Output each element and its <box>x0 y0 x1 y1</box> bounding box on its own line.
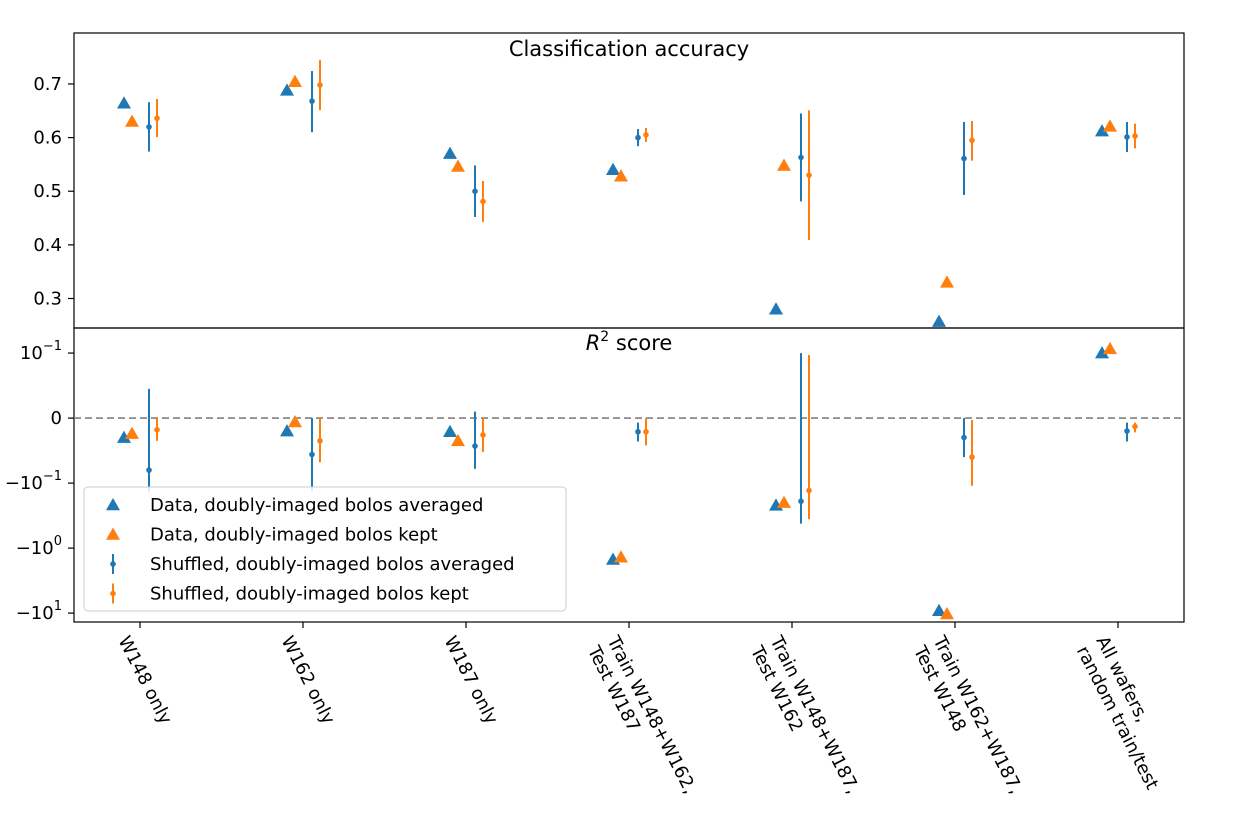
r2-triangle-marker <box>280 424 294 437</box>
r2-triangle-marker <box>288 414 302 428</box>
accuracy-shuffled-point <box>309 98 315 104</box>
r2-y-axis: −101 −100 −10−1 0 10−1 <box>5 339 74 624</box>
r2-y-tick-label: −10−1 <box>5 469 62 494</box>
accuracy-shuffled-point <box>961 155 967 162</box>
r2-panel-title: R2 score <box>586 329 673 355</box>
x-tick-label-line: W148 only <box>114 633 176 728</box>
r2-y-tick-label: −101 <box>16 599 62 624</box>
accuracy-shuffled-point <box>480 198 486 205</box>
x-tick-label: Train W148+W162,Test W187 <box>582 632 700 797</box>
r2-shuffled-point <box>1124 428 1130 434</box>
r2-shuffled-point <box>961 434 967 441</box>
r2-shuffled-point <box>969 454 975 460</box>
accuracy-triangle-marker <box>940 275 954 288</box>
accuracy-triangle-marker <box>932 314 946 327</box>
r2-triangle-marker <box>777 495 791 508</box>
accuracy-marks <box>117 59 1138 327</box>
accuracy-triangle-marker <box>769 302 783 315</box>
accuracy-triangle-marker <box>117 96 131 109</box>
accuracy-shuffled-point <box>635 134 641 141</box>
r2-y-tick-label: 0 <box>51 408 62 429</box>
r2-shuffled-point <box>635 428 641 435</box>
legend-point-icon <box>110 561 116 567</box>
accuracy-y-tick-label: 0.6 <box>33 128 62 149</box>
accuracy-triangle-marker <box>614 169 628 182</box>
accuracy-shuffled-point <box>154 115 160 122</box>
accuracy-triangle-marker <box>606 162 620 176</box>
x-tick-label: W148 only <box>114 633 176 728</box>
r2-shuffled-point <box>480 432 486 438</box>
r2-triangle-marker <box>125 426 139 439</box>
x-tick-label: All wafers,random train/test <box>1072 633 1162 793</box>
accuracy-shuffled-point <box>1124 134 1130 140</box>
r2-shuffled-point <box>806 487 812 494</box>
r2-triangle-marker <box>1103 341 1117 355</box>
accuracy-shuffled-point <box>1132 133 1138 139</box>
x-tick-label: W187 only <box>440 633 502 728</box>
accuracy-shuffled-point <box>798 154 804 161</box>
legend-triangle-icon <box>106 498 120 511</box>
r2-marks <box>117 341 1138 620</box>
accuracy-shuffled-point <box>806 172 812 178</box>
accuracy-y-tick-label: 0.3 <box>33 289 62 310</box>
r2-shuffled-point <box>1132 423 1138 430</box>
accuracy-triangle-marker <box>451 159 465 172</box>
accuracy-shuffled-point <box>969 137 975 144</box>
r2-shuffled-point <box>154 426 160 433</box>
accuracy-panel: Classification accuracy 0.3 0.4 0.5 0.6 0.7 <box>33 32 1185 329</box>
accuracy-triangle-marker <box>280 83 294 96</box>
accuracy-triangle-marker <box>777 158 791 171</box>
legend-box <box>83 486 567 612</box>
accuracy-y-tick-label: 0.5 <box>33 181 62 202</box>
accuracy-y-tick-label: 0.7 <box>33 74 62 95</box>
accuracy-plot-frame <box>73 32 1185 329</box>
legend-entry-label: Shuffled, doubly-imaged bolos averaged <box>150 554 515 575</box>
r2-y-tick-label: −100 <box>16 534 62 559</box>
legend-point-icon <box>110 590 116 597</box>
x-tick-label: Train W148+W187,Test W162 <box>745 632 863 797</box>
category-x-axis: W148 only W162 only W187 only Train W148+W1… <box>114 622 1162 797</box>
r2-shuffled-point <box>798 498 804 505</box>
accuracy-triangle-marker <box>1103 119 1117 132</box>
x-tick-label: W162 only <box>277 633 339 728</box>
r2-shuffled-point <box>472 443 478 449</box>
x-tick-label: Train W162+W187,Test W148 <box>908 632 1026 797</box>
accuracy-shuffled-point <box>146 124 152 130</box>
r2-triangle-marker <box>117 430 131 443</box>
accuracy-triangle-marker <box>443 146 457 159</box>
r2-shuffled-point <box>146 467 152 473</box>
legend-entry-label: Shuffled, doubly-imaged bolos kept <box>150 584 469 605</box>
accuracy-y-tick-label: 0.4 <box>33 235 62 256</box>
r2-triangle-marker <box>451 433 465 447</box>
accuracy-shuffled-point <box>317 82 323 88</box>
r2-shuffled-point <box>309 451 315 458</box>
legend-triangle-icon <box>106 527 120 540</box>
r2-shuffled-point <box>643 428 649 435</box>
accuracy-panel-title: Classification accuracy <box>509 37 749 61</box>
accuracy-triangle-marker <box>288 74 302 88</box>
accuracy-shuffled-point <box>643 132 649 138</box>
r2-triangle-marker <box>932 603 946 617</box>
r2-shuffled-point <box>317 438 323 444</box>
accuracy-y-axis: 0.3 0.4 0.5 0.6 0.7 <box>33 74 74 310</box>
accuracy-triangle-marker <box>1095 124 1109 137</box>
x-tick-label-line: W187 only <box>440 633 502 728</box>
legend-entries: Data, doubly-imaged bolos averaged Data, … <box>106 495 515 605</box>
x-tick-label-line: W162 only <box>277 633 339 728</box>
legend: Data, doubly-imaged bolos averaged Data, … <box>83 486 567 612</box>
r2-y-tick-label: 10−1 <box>20 339 62 364</box>
legend-entry-label: Data, doubly-imaged bolos averaged <box>150 495 483 516</box>
r2-triangle-marker <box>940 606 954 620</box>
r2-triangle-marker <box>614 550 628 563</box>
r2-triangle-marker <box>443 424 457 437</box>
r2-triangle-marker <box>1095 346 1109 359</box>
accuracy-triangle-marker <box>125 114 139 127</box>
accuracy-shuffled-point <box>472 188 478 195</box>
legend-entry-label: Data, doubly-imaged bolos kept <box>150 525 438 546</box>
